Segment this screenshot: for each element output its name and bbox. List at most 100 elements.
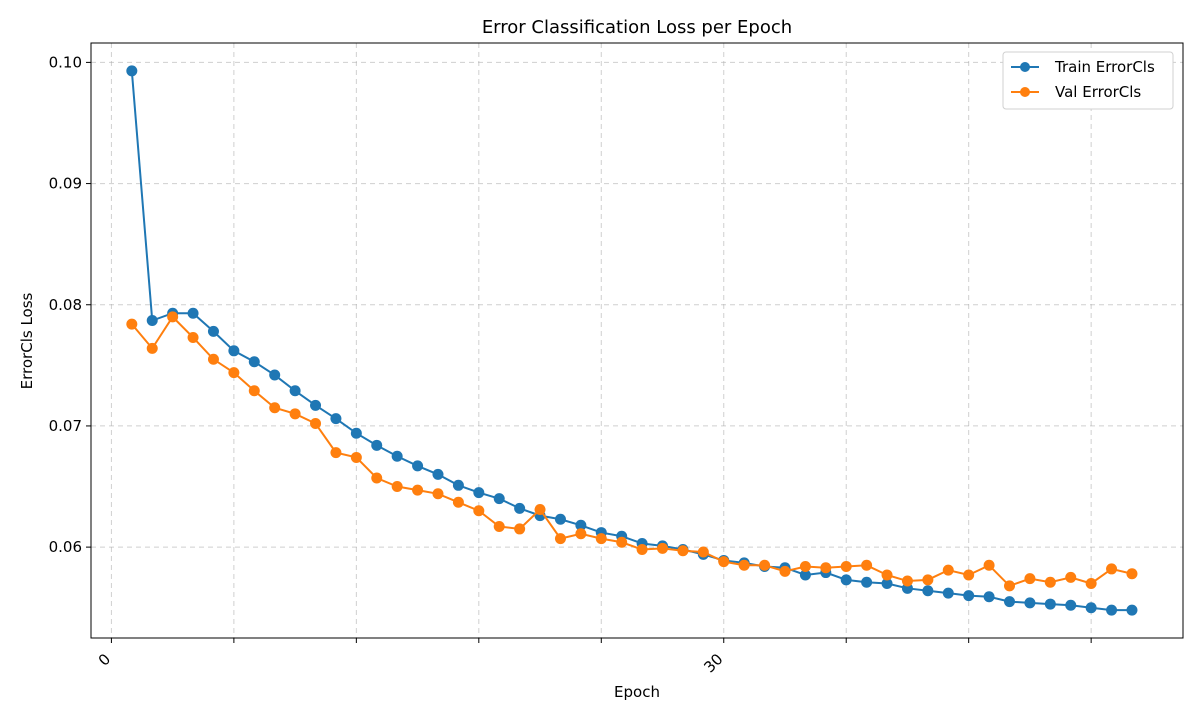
data-point <box>514 523 526 535</box>
data-point <box>963 569 975 581</box>
data-point <box>248 356 260 368</box>
data-point <box>799 561 811 573</box>
data-point <box>412 460 424 472</box>
data-point <box>473 487 485 499</box>
data-point <box>616 536 628 548</box>
data-point <box>1024 597 1036 609</box>
data-point <box>126 318 138 330</box>
data-point <box>1044 576 1056 588</box>
data-point <box>963 590 975 602</box>
data-point <box>187 307 199 319</box>
data-point <box>554 513 566 525</box>
data-point <box>840 574 852 586</box>
data-point <box>922 574 934 586</box>
y-tick-label: 0.08 <box>49 296 82 314</box>
data-point <box>718 556 730 568</box>
data-point <box>310 418 322 430</box>
data-point <box>922 585 934 597</box>
data-point <box>371 472 383 484</box>
data-point <box>391 481 403 493</box>
y-tick-label: 0.06 <box>49 538 82 556</box>
data-point <box>146 342 158 354</box>
data-point <box>861 576 873 588</box>
data-point <box>1106 604 1118 616</box>
data-point <box>207 353 219 365</box>
data-point <box>473 505 485 517</box>
data-point <box>452 496 464 508</box>
data-point <box>901 575 913 587</box>
legend-box <box>1002 51 1174 110</box>
data-point <box>636 544 648 556</box>
data-point <box>228 367 240 379</box>
data-point <box>738 559 750 571</box>
data-point <box>167 311 179 323</box>
y-tick-label: 0.07 <box>49 417 82 435</box>
data-point <box>677 545 689 557</box>
data-point <box>432 468 444 480</box>
data-point <box>146 315 158 327</box>
data-point <box>514 502 526 514</box>
data-point <box>595 533 607 545</box>
data-point <box>1126 604 1138 616</box>
y-axis-label: ErrorCls Loss <box>18 292 36 389</box>
data-point <box>493 521 505 533</box>
data-point <box>1004 580 1016 592</box>
data-point <box>187 331 199 343</box>
data-point <box>759 559 771 571</box>
series-line <box>131 315 1133 588</box>
data-point <box>1106 563 1118 575</box>
data-point <box>942 564 954 576</box>
data-point <box>432 488 444 500</box>
data-point <box>228 345 240 357</box>
y-tick-label: 0.09 <box>49 175 82 193</box>
series-layer <box>126 65 1138 616</box>
data-point <box>575 528 587 540</box>
data-point <box>371 439 383 451</box>
series-line <box>130 70 1132 612</box>
data-point <box>840 561 852 573</box>
data-point <box>269 402 281 414</box>
data-point <box>575 519 587 531</box>
chart-title: Error Classification Loss per Epoch <box>482 17 792 38</box>
data-point <box>330 413 342 425</box>
series-train <box>126 65 1138 616</box>
legend: Train ErrorCls Val ErrorCls <box>1002 51 1174 110</box>
data-point <box>350 451 362 463</box>
data-point <box>350 427 362 439</box>
data-point <box>534 504 546 516</box>
data-point <box>289 385 301 397</box>
grid <box>91 43 1183 638</box>
data-point <box>391 450 403 462</box>
data-point <box>1024 573 1036 585</box>
y-tick-label: 0.10 <box>49 53 82 71</box>
legend-val-marker <box>1020 87 1030 97</box>
data-point <box>779 565 791 577</box>
data-point <box>1065 571 1077 583</box>
data-point <box>942 587 954 599</box>
plot-frame <box>90 42 1184 639</box>
data-point <box>1044 598 1056 610</box>
legend-train-label: Train ErrorCls <box>1054 58 1155 76</box>
data-point <box>248 385 260 397</box>
data-point <box>126 65 138 77</box>
data-point <box>1126 568 1138 580</box>
data-point <box>983 591 995 603</box>
y-axis-ticks: 0.06 0.07 0.08 0.09 0.10 <box>49 53 91 556</box>
x-tick-label: 0 <box>95 650 114 669</box>
data-point <box>1004 596 1016 608</box>
data-point <box>412 484 424 496</box>
x-tick-label: 30 <box>700 650 726 676</box>
data-point <box>289 408 301 420</box>
data-point <box>330 447 342 459</box>
legend-train-marker <box>1020 62 1030 72</box>
data-point <box>799 569 811 581</box>
data-point <box>554 533 566 545</box>
data-point <box>881 569 893 581</box>
data-point <box>1085 577 1097 589</box>
data-point <box>1065 599 1077 611</box>
data-point <box>881 577 893 589</box>
data-point <box>983 559 995 571</box>
x-axis-label: Epoch <box>614 683 660 701</box>
data-point <box>1085 602 1097 614</box>
